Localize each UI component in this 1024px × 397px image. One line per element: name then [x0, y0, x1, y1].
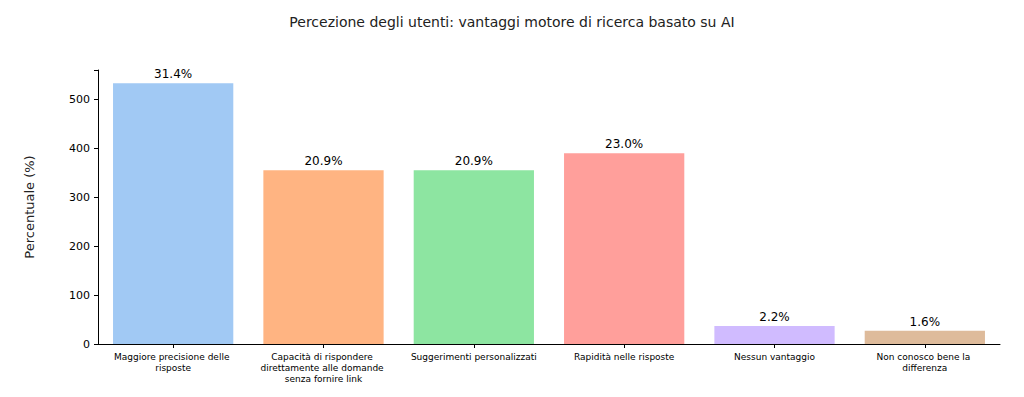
svg-text:20.9%: 20.9%: [455, 154, 493, 168]
svg-text:1.6%: 1.6%: [910, 315, 941, 329]
svg-text:risposte: risposte: [155, 363, 191, 373]
svg-text:Percentuale (%): Percentuale (%): [22, 155, 37, 258]
svg-text:23.0%: 23.0%: [605, 137, 643, 151]
svg-text:20.9%: 20.9%: [304, 154, 342, 168]
svg-text:Rapidità nelle risposte: Rapidità nelle risposte: [574, 352, 675, 362]
svg-text:100: 100: [69, 289, 90, 302]
svg-text:Suggerimenti personalizzati: Suggerimenti personalizzati: [411, 352, 537, 362]
svg-text:500: 500: [69, 93, 90, 106]
svg-text:Capacità di rispondere: Capacità di rispondere: [271, 352, 375, 362]
svg-text:Non conosco bene la: Non conosco bene la: [876, 352, 973, 362]
svg-text:Nessun vantaggio: Nessun vantaggio: [734, 352, 815, 362]
svg-text:Maggiore precisione delle: Maggiore precisione delle: [114, 352, 232, 362]
svg-text:300: 300: [69, 191, 90, 204]
svg-text:direttamente alle domande: direttamente alle domande: [261, 363, 387, 373]
svg-text:400: 400: [69, 142, 90, 155]
svg-text:0: 0: [83, 338, 90, 351]
svg-text:2.2%: 2.2%: [759, 310, 790, 324]
svg-text:senza fornire link: senza fornire link: [285, 374, 363, 384]
svg-text:31.4%: 31.4%: [154, 67, 192, 81]
svg-text:Percezione degli utenti: vanta: Percezione degli utenti: vantaggi motore…: [289, 14, 734, 30]
svg-text:200: 200: [69, 240, 90, 253]
svg-text:differenza: differenza: [902, 363, 947, 373]
